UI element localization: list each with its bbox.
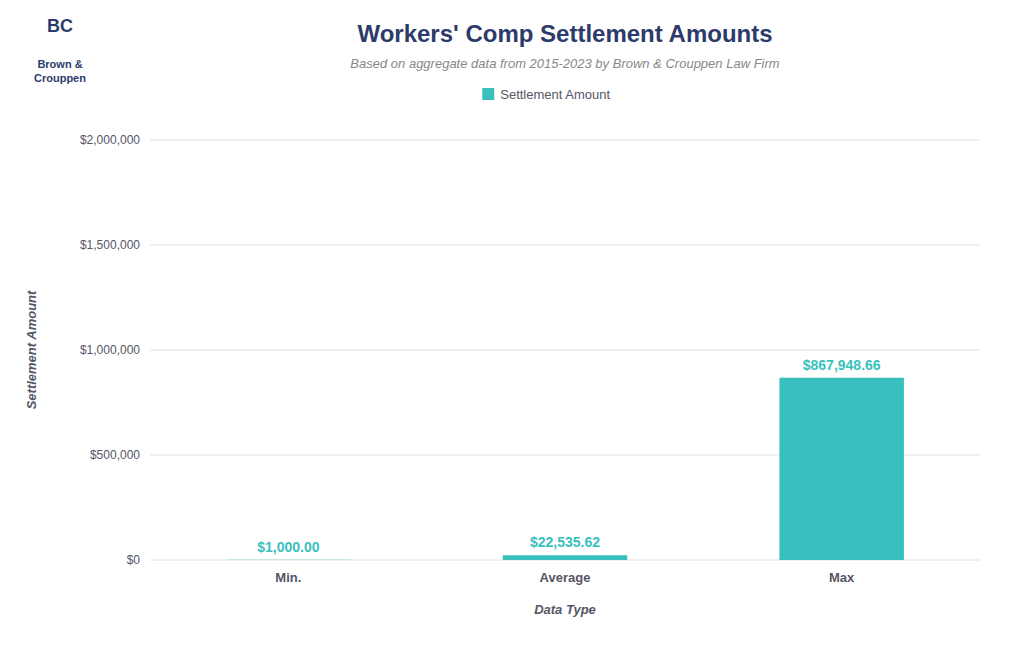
grid-line <box>150 245 980 246</box>
y-tick-label: $0 <box>127 553 141 567</box>
legend-swatch <box>482 88 494 100</box>
y-tick-label: $1,500,000 <box>80 238 140 252</box>
x-axis: Min. Average Max <box>275 570 855 585</box>
x-tick-label: Min. <box>275 570 301 585</box>
data-labels: $1,000.00 $22,535.62 $867,948.66 <box>257 357 881 555</box>
annotation-line: BC <box>47 16 73 36</box>
y-tick-label: $500,000 <box>90 448 140 462</box>
subtitle: Based on aggregate data from 2015-2023 b… <box>350 56 779 71</box>
x-axis-label: Data Type <box>534 602 596 617</box>
chart: Workers' Comp Settlement Amounts Based on… <box>0 0 1024 662</box>
x-tick-label: Max <box>829 570 855 585</box>
legend: Settlement Amount <box>482 87 610 102</box>
bar <box>779 378 904 560</box>
y-axis: $0 $500,000 $1,000,000 $1,500,000 $2,000,000 <box>80 133 980 567</box>
annotation-line: Brown & <box>37 58 82 70</box>
y-tick-label: $1,000,000 <box>80 343 140 357</box>
y-tick-label: $2,000,000 <box>80 133 140 147</box>
bar <box>503 555 628 560</box>
annotation: Brown & Crouppen <box>34 58 86 84</box>
y-axis-label: Settlement Amount <box>24 290 39 409</box>
grid-line <box>150 350 980 351</box>
grid-line <box>150 140 980 141</box>
x-tick-label: Average <box>540 570 591 585</box>
bars <box>226 378 904 560</box>
annotation: BC <box>47 16 73 36</box>
annotation-line: Crouppen <box>34 72 86 84</box>
legend-label: Settlement Amount <box>500 87 610 102</box>
data-label: $1,000.00 <box>257 539 319 555</box>
title: Workers' Comp Settlement Amounts <box>357 20 772 47</box>
data-label: $867,948.66 <box>803 357 881 373</box>
bar <box>226 559 350 560</box>
data-label: $22,535.62 <box>530 534 600 550</box>
